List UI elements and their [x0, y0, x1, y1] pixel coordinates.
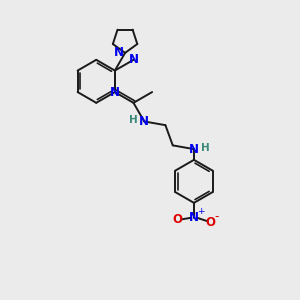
Text: O: O [205, 216, 215, 229]
Text: N: N [189, 212, 199, 224]
Text: O: O [173, 213, 183, 226]
Text: +: + [197, 207, 204, 216]
Text: -: - [214, 211, 219, 224]
Text: N: N [110, 85, 120, 99]
Text: H: H [128, 115, 137, 125]
Text: N: N [189, 142, 199, 156]
Text: N: N [139, 115, 149, 128]
Text: N: N [113, 46, 124, 59]
Text: N: N [128, 53, 139, 66]
Text: H: H [201, 142, 210, 153]
